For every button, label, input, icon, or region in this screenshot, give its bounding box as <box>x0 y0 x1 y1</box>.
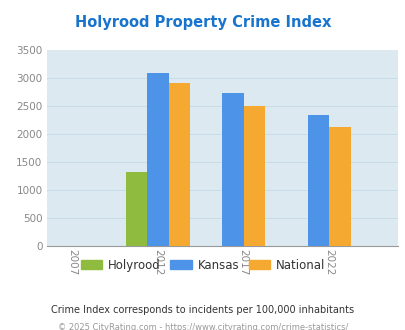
Text: Crime Index corresponds to incidents per 100,000 inhabitants: Crime Index corresponds to incidents per… <box>51 305 354 315</box>
Legend: Holyrood, Kansas, National: Holyrood, Kansas, National <box>76 254 329 276</box>
Bar <box>328 127 350 246</box>
Bar <box>126 172 147 246</box>
Bar <box>222 93 243 246</box>
Text: © 2025 CityRating.com - https://www.cityrating.com/crime-statistics/: © 2025 CityRating.com - https://www.city… <box>58 323 347 330</box>
Bar <box>243 106 264 246</box>
Bar <box>307 115 328 246</box>
Bar <box>168 83 190 246</box>
Bar <box>147 73 168 246</box>
Text: Holyrood Property Crime Index: Holyrood Property Crime Index <box>75 15 330 30</box>
